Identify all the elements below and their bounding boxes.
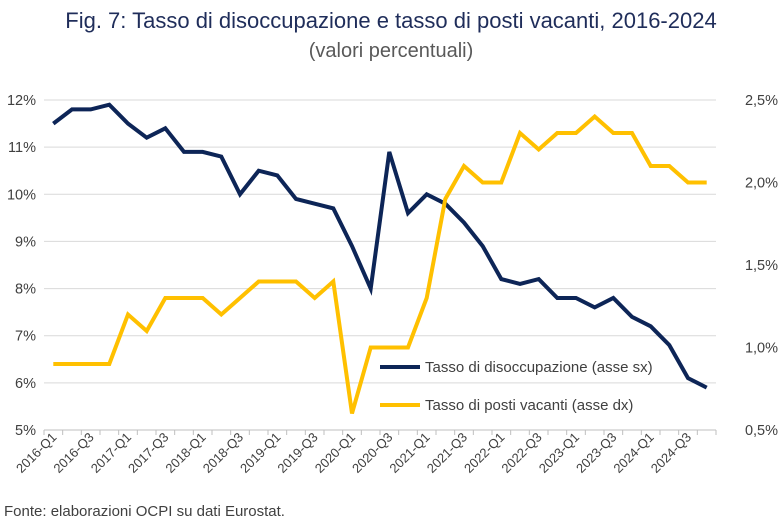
y-left-tick-label: 5%	[15, 423, 36, 439]
x-tick-label: 2018-Q1	[162, 430, 208, 476]
series-line-unemployment	[52, 102, 708, 390]
y-left-tick-label: 6%	[15, 376, 36, 392]
y-axis-right: 0,5% 1,0% 1,5% 2,0% 2,5%	[745, 93, 778, 439]
x-tick-label: 2021-Q3	[424, 430, 470, 476]
x-tick-label: 2024-Q3	[648, 430, 694, 476]
x-tick-label: 2018-Q3	[200, 430, 246, 476]
x-tick-label: 2017-Q1	[88, 430, 134, 476]
series-line-vacancy	[53, 113, 707, 415]
y-left-tick-label: 8%	[15, 282, 36, 298]
x-tick-label: 2024-Q1	[610, 430, 656, 476]
x-axis: 2016-Q12016-Q32017-Q12017-Q32018-Q12018-…	[13, 430, 717, 476]
x-tick-label: 2022-Q1	[461, 430, 507, 476]
y-axis-left: 5% 6% 7% 8% 9% 10% 11% 12%	[7, 93, 36, 439]
y-left-tick-label: 10%	[7, 187, 36, 203]
legend: Tasso di disoccupazione (asse sx) Tasso d…	[380, 359, 653, 414]
y-left-tick-label: 9%	[15, 234, 36, 250]
gridlines	[44, 99, 716, 431]
chart-subtitle: (valori percentuali)	[308, 40, 474, 62]
x-tick-label: 2019-Q3	[274, 430, 320, 476]
y-left-tick-label: 7%	[15, 329, 36, 345]
chart-title: Fig. 7: Tasso di disoccupazione e tasso …	[65, 8, 717, 33]
x-tick-label: 2020-Q1	[312, 430, 358, 476]
source-note: Fonte: elaborazioni OCPI su dati Eurosta…	[4, 503, 285, 520]
y-right-tick-label: 2,5%	[745, 93, 778, 109]
y-right-tick-label: 2,0%	[745, 176, 778, 192]
y-left-tick-label: 12%	[7, 93, 36, 109]
y-right-tick-label: 0,5%	[745, 423, 778, 439]
x-tick-label: 2017-Q3	[125, 430, 171, 476]
x-tick-label: 2016-Q3	[50, 430, 96, 476]
y-left-tick-label: 11%	[8, 140, 36, 156]
legend-label-unemployment: Tasso di disoccupazione (asse sx)	[425, 359, 653, 376]
x-tick-label: 2023-Q3	[573, 430, 619, 476]
y-right-tick-label: 1,5%	[745, 258, 778, 274]
legend-label-vacancy: Tasso di posti vacanti (asse dx)	[425, 397, 633, 414]
x-tick-label: 2020-Q3	[349, 430, 395, 476]
x-tick-label: 2021-Q1	[386, 430, 432, 476]
x-tick-label: 2019-Q1	[237, 430, 283, 476]
series-lines	[52, 102, 708, 415]
x-tick-label: 2023-Q1	[536, 430, 582, 476]
y-right-tick-label: 1,0%	[745, 341, 778, 357]
x-tick-label: 2022-Q3	[498, 430, 544, 476]
